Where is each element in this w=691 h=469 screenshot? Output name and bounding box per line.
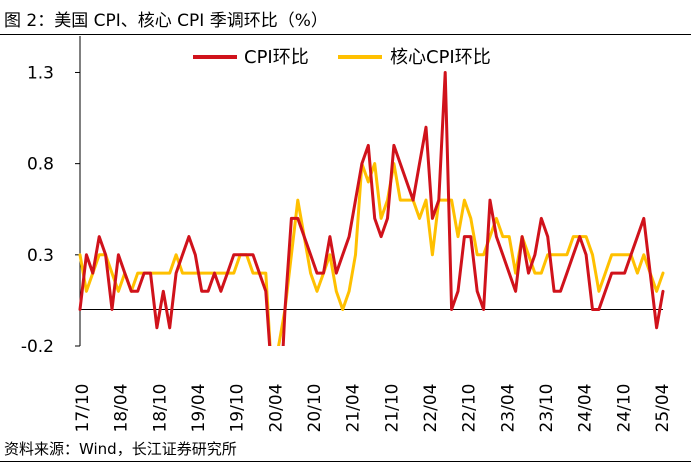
legend-label: 核心CPI环比 [390,47,491,68]
x-tick-label: 23/10 [537,384,557,433]
x-tick-label: 20/10 [305,384,325,433]
data-source-note: 资料来源：Wind，长江证券研究所 [4,440,237,458]
title-divider [0,34,691,35]
x-tick-label: 17/10 [73,384,93,433]
x-tick-label: 23/04 [498,384,518,433]
x-tick-label: 24/04 [576,384,596,433]
legend-label: CPI环比 [244,47,309,68]
bottom-divider [0,461,691,462]
y-tick-label: -0.2 [21,337,54,357]
x-tick-label: 24/10 [614,384,634,433]
x-tick-label: 21/10 [382,384,402,433]
legend: CPI环比 核心CPI环比 [193,47,491,68]
x-tick-label: 20/04 [266,384,286,433]
figure-title: 图 2：美国 CPI、核心 CPI 季调环比（%） [4,11,328,31]
x-tick-label: 22/04 [421,384,441,433]
y-tick-label: 0.8 [27,155,54,175]
x-tick-label: 19/10 [228,384,248,433]
axes-layer: -0.2 0.3 0.8 1.3 17/10 18/04 18/10 19/04 19/10 20… [21,36,673,433]
x-tick-label: 18/10 [150,384,170,433]
series-layer [78,71,665,346]
y-tick-label: 1.3 [27,63,54,83]
series-line-cpi [78,71,665,346]
x-tick-label: 19/04 [189,384,209,433]
legend-item-cpi: CPI环比 [193,47,309,68]
x-tick-label: 18/04 [112,384,132,433]
x-tick-label: 21/04 [344,384,364,433]
legend-item-core-cpi: 核心CPI环比 [338,47,491,68]
line-chart: -0.2 0.3 0.8 1.3 17/10 18/04 18/10 19/04 19/10 20… [21,36,673,433]
x-tick-label: 25/04 [653,384,673,433]
x-tick-label: 22/10 [460,383,480,432]
y-tick-label: 0.3 [27,246,54,266]
